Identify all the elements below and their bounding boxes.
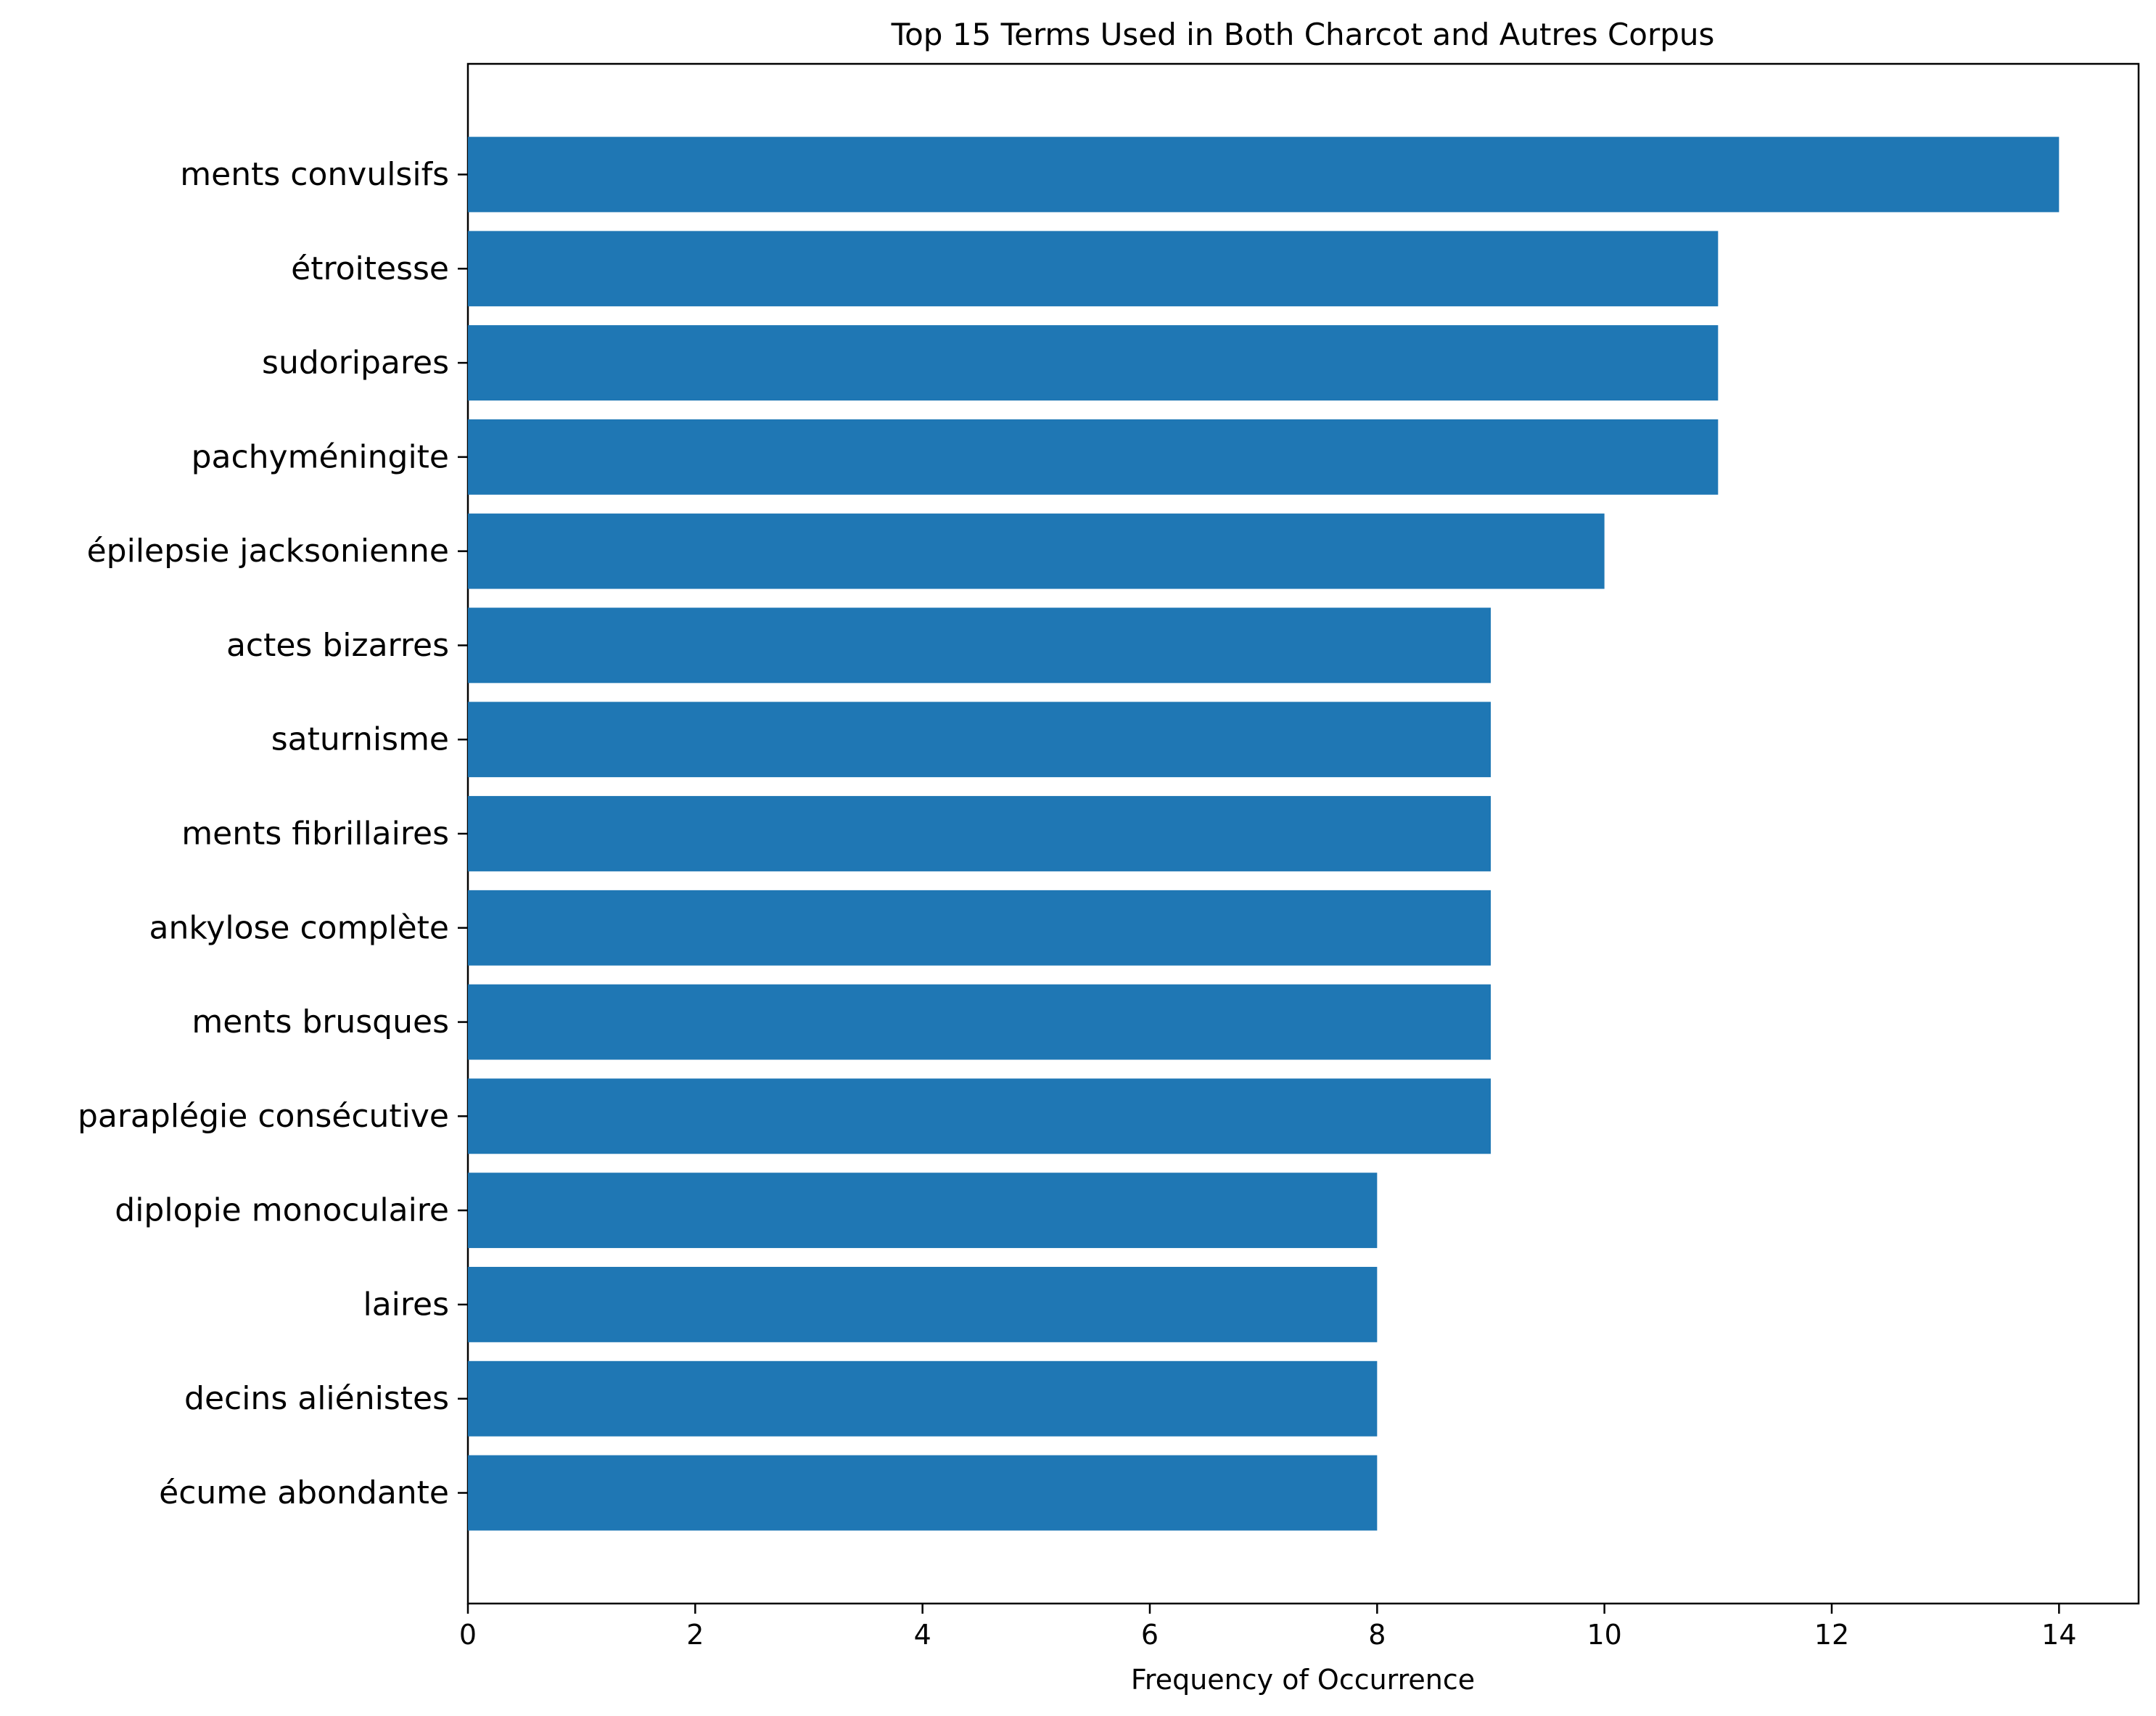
y-tick-label: saturnisme: [271, 721, 449, 758]
bar: [468, 1267, 1378, 1342]
bar: [468, 1173, 1378, 1249]
y-tick-label: ankylose complète: [149, 909, 449, 946]
x-axis-ticks: 0 2 4 6 8 10 12 14: [459, 1604, 2077, 1651]
bar: [468, 702, 1491, 778]
y-tick-label: écume abondante: [159, 1474, 449, 1511]
bar: [468, 607, 1491, 683]
x-tick-label: 6: [1141, 1619, 1159, 1651]
x-tick-label: 0: [459, 1619, 477, 1651]
y-tick-label: actes bizarres: [226, 627, 449, 664]
y-tick-label: paraplégie consécutive: [78, 1098, 449, 1135]
bar: [468, 1360, 1378, 1437]
x-tick-label: 8: [1368, 1619, 1386, 1651]
y-axis-ticks: ments convulsifs étroitesse sudoripares pac…: [78, 156, 468, 1511]
y-tick-label: ments fibrillaires: [181, 816, 449, 853]
bar: [468, 1455, 1378, 1531]
x-tick-label: 4: [914, 1619, 931, 1651]
y-tick-label: pachyméningite: [192, 438, 449, 475]
y-tick-label: étroitesse: [291, 250, 449, 287]
chart-title: Top 15 Terms Used in Both Charcot and Au…: [891, 17, 1715, 52]
y-tick-label: épilepsie jacksonienne: [87, 533, 449, 570]
y-tick-label: sudoripares: [262, 345, 449, 382]
x-tick-label: 2: [686, 1619, 704, 1651]
x-tick-label: 14: [2041, 1619, 2076, 1651]
y-tick-label: ments convulsifs: [180, 156, 449, 193]
y-tick-label: laires: [363, 1286, 449, 1323]
x-axis-label: Frequency of Occurrence: [1131, 1664, 1475, 1696]
bar: [468, 890, 1491, 966]
y-tick-label: decins aliénistes: [184, 1380, 449, 1417]
bar: [468, 984, 1491, 1060]
bar: [468, 136, 2060, 213]
bar: [468, 1078, 1491, 1154]
x-tick-label: 10: [1587, 1619, 1621, 1651]
bar: [468, 513, 1605, 589]
y-tick-label: diplopie monoculaire: [115, 1192, 449, 1229]
x-tick-label: 12: [1814, 1619, 1849, 1651]
bars: [468, 136, 2060, 1531]
bar: [468, 796, 1491, 871]
bar: [468, 325, 1719, 401]
bar: [468, 419, 1719, 495]
bar: [468, 231, 1719, 307]
y-tick-label: ments brusques: [192, 1003, 449, 1040]
